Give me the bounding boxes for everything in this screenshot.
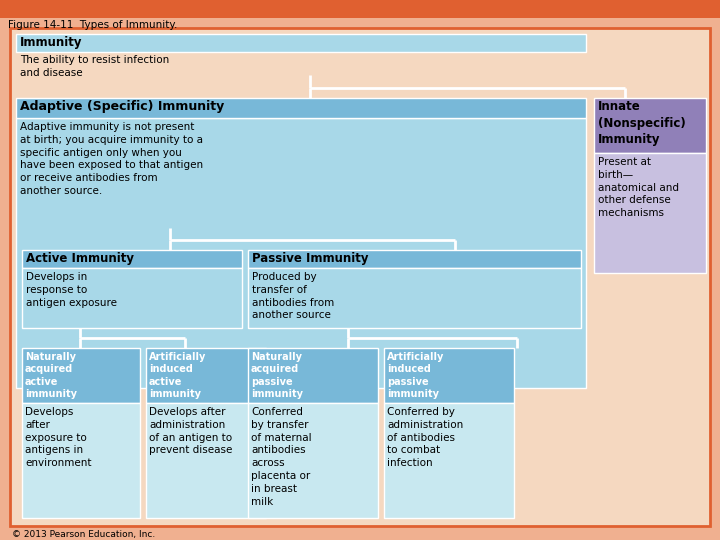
Bar — [384, 348, 514, 403]
Text: Immunity: Immunity — [20, 36, 83, 49]
Bar — [248, 268, 581, 328]
Text: Naturally
acquired
active
immunity: Naturally acquired active immunity — [25, 352, 77, 399]
Text: Artificially
induced
passive
immunity: Artificially induced passive immunity — [387, 352, 444, 399]
Bar — [594, 98, 706, 153]
Text: Active Immunity: Active Immunity — [26, 252, 134, 265]
Bar — [248, 403, 378, 518]
Text: Present at
birth—
anatomical and
other defense
mechanisms: Present at birth— anatomical and other d… — [598, 157, 679, 218]
Bar — [248, 250, 581, 268]
Bar — [22, 348, 140, 403]
Bar — [16, 118, 586, 388]
Text: Naturally
acquired
passive
immunity: Naturally acquired passive immunity — [251, 352, 303, 399]
Bar — [384, 403, 514, 518]
Bar — [594, 153, 706, 273]
Bar — [16, 98, 586, 118]
Text: Innate
(Nonspecific)
Immunity: Innate (Nonspecific) Immunity — [598, 100, 685, 146]
Text: Adaptive immunity is not present
at birth; you acquire immunity to a
specific an: Adaptive immunity is not present at birt… — [20, 122, 203, 196]
Bar — [22, 403, 140, 518]
Text: Figure 14-11  Types of Immunity.: Figure 14-11 Types of Immunity. — [8, 20, 177, 30]
Text: Artificially
induced
active
immunity: Artificially induced active immunity — [149, 352, 207, 399]
Bar — [0, 0, 720, 18]
Bar — [16, 34, 586, 52]
Text: Develops in
response to
antigen exposure: Develops in response to antigen exposure — [26, 272, 117, 308]
Text: Conferred
by transfer
of maternal
antibodies
across
placenta or
in breast
milk: Conferred by transfer of maternal antibo… — [251, 407, 312, 507]
Text: Develops after
administration
of an antigen to
prevent disease: Develops after administration of an anti… — [149, 407, 233, 455]
Text: Produced by
transfer of
antibodies from
another source: Produced by transfer of antibodies from … — [252, 272, 334, 320]
Bar — [248, 348, 378, 403]
Text: © 2013 Pearson Education, Inc.: © 2013 Pearson Education, Inc. — [12, 530, 156, 539]
Text: Develops
after
exposure to
antigens in
environment: Develops after exposure to antigens in e… — [25, 407, 91, 468]
Bar — [22, 250, 242, 268]
Text: The ability to resist infection
and disease: The ability to resist infection and dise… — [20, 55, 169, 78]
Text: Passive Immunity: Passive Immunity — [252, 252, 369, 265]
Bar — [22, 268, 242, 328]
Text: Conferred by
administration
of antibodies
to combat
infection: Conferred by administration of antibodie… — [387, 407, 463, 468]
Text: Adaptive (Specific) Immunity: Adaptive (Specific) Immunity — [20, 100, 224, 113]
Bar — [146, 348, 266, 403]
Bar — [146, 403, 266, 518]
